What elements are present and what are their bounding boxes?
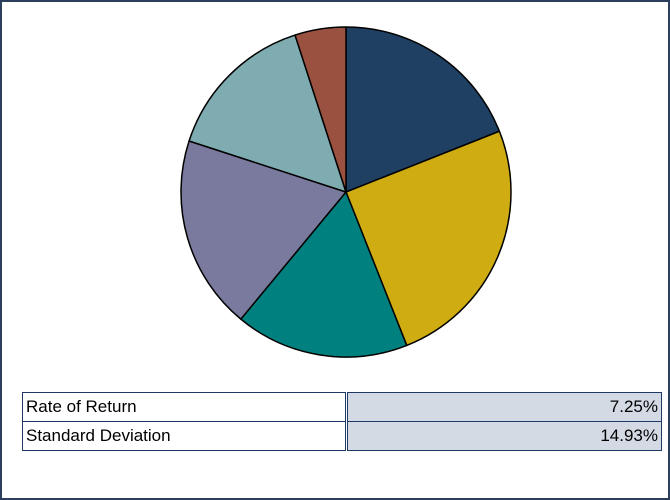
- pie-slice: [345, 26, 501, 193]
- pie-slice: [294, 26, 347, 193]
- pie-chart: [180, 26, 512, 358]
- pie-slice: [188, 34, 347, 193]
- value-cell: 14.93%: [345, 421, 662, 451]
- pie-slice: [180, 140, 347, 320]
- label-cell: Standard Deviation: [22, 421, 347, 451]
- value-cell: 7.25%: [345, 392, 662, 422]
- table-row: Standard Deviation 14.93%: [22, 421, 662, 451]
- label-cell: Rate of Return: [22, 392, 347, 422]
- table-row: Rate of Return 7.25%: [22, 392, 662, 422]
- stats-table: Rate of Return 7.25% Standard Deviation …: [22, 392, 662, 451]
- pie-slice: [345, 130, 512, 347]
- pie-slice: [240, 191, 408, 358]
